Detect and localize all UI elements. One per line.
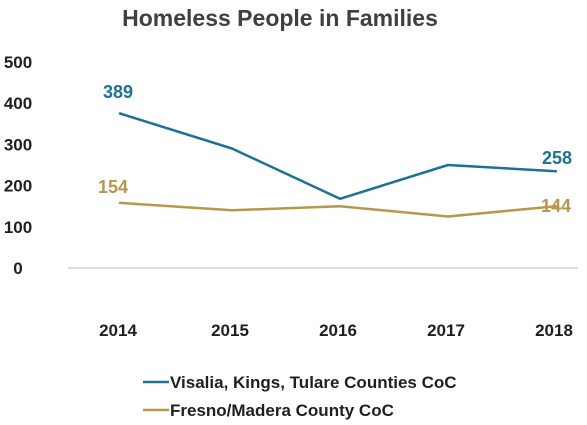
data-label-end: 144	[541, 196, 571, 216]
chart-title: Homeless People in Families	[122, 5, 438, 31]
y-tick-label: 0	[13, 259, 22, 278]
legend: Visalia, Kings, Tulare Counties CoC Fresn…	[143, 373, 457, 420]
x-tick-label: 2016	[319, 321, 357, 340]
data-label-start: 154	[98, 177, 128, 197]
y-tick-label: 500	[4, 53, 32, 72]
axes-layer: 0 100 200 300 400 500 2014 2015 2016 2017 2018	[4, 53, 578, 340]
x-tick-label: 2018	[535, 321, 573, 340]
legend-label: Fresno/Madera County CoC	[170, 401, 394, 420]
x-tick-label: 2017	[427, 321, 465, 340]
series-line-1	[118, 112, 558, 201]
data-label-start: 389	[103, 82, 133, 102]
y-tick-label: 300	[4, 135, 32, 154]
series-line-2	[118, 201, 558, 218]
y-tick-label: 200	[4, 177, 32, 196]
series-layer	[118, 112, 558, 218]
y-tick-label: 400	[4, 94, 32, 113]
data-labels-layer: 389 258 154 144	[98, 82, 572, 216]
data-label-end: 258	[542, 148, 572, 168]
x-tick-label: 2015	[211, 321, 249, 340]
x-tick-label: 2014	[99, 321, 137, 340]
legend-label: Visalia, Kings, Tulare Counties CoC	[170, 373, 457, 392]
y-tick-label: 100	[4, 218, 32, 237]
